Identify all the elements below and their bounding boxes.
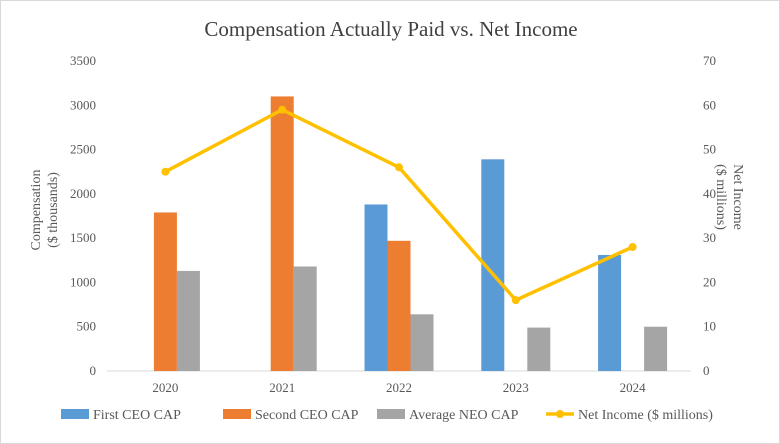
right-tick-label: 70 xyxy=(703,53,716,68)
bar-average-neo-cap-2022 xyxy=(410,314,434,371)
left-tick-label: 1500 xyxy=(70,230,96,245)
x-tick-label: 2023 xyxy=(503,380,529,395)
right-axis-ticks: 0 10 20 30 40 50 60 70 xyxy=(703,53,716,378)
right-tick-label: 30 xyxy=(703,230,716,245)
left-axis-title-line2: ($ thousands) xyxy=(46,172,61,248)
left-tick-label: 500 xyxy=(77,319,97,334)
left-axis-ticks: 0 500 1000 1500 2000 2500 3000 3500 xyxy=(70,53,96,378)
net-income-point-2023 xyxy=(511,296,520,305)
bars-group xyxy=(153,96,668,371)
legend-label-0: First CEO CAP xyxy=(93,408,181,423)
left-tick-label: 1000 xyxy=(70,274,96,289)
net-income-point-2020 xyxy=(161,167,170,176)
left-tick-label: 3500 xyxy=(70,53,96,68)
right-axis-title-line1: Net Income xyxy=(730,164,745,230)
left-tick-label: 0 xyxy=(90,363,97,378)
left-tick-label: 2500 xyxy=(70,142,96,157)
right-axis-title-line2: ($ millions) xyxy=(713,164,728,230)
left-axis-title-line1: Compensation xyxy=(29,170,44,251)
right-tick-label: 0 xyxy=(703,363,710,378)
legend-swatch-0 xyxy=(61,409,89,419)
net-income-point-2024 xyxy=(628,243,637,251)
right-tick-label: 10 xyxy=(703,319,716,334)
left-tick-label: 3000 xyxy=(70,97,96,112)
bar-average-neo-cap-2020 xyxy=(176,270,200,371)
x-tick-label: 2020 xyxy=(152,380,178,395)
bar-second-ceo-cap-2021 xyxy=(270,96,294,371)
left-tick-label: 2000 xyxy=(70,186,96,201)
left-axis-title: Compensation ($ thousands) xyxy=(29,170,61,251)
right-tick-label: 40 xyxy=(703,186,716,201)
bar-second-ceo-cap-2022 xyxy=(387,240,411,371)
right-axis-title: Net Income ($ millions) xyxy=(713,164,745,230)
bar-average-neo-cap-2021 xyxy=(293,266,317,371)
right-tick-label: 20 xyxy=(703,274,716,289)
net-income-point-2022 xyxy=(395,163,403,172)
bar-average-neo-cap-2024 xyxy=(644,326,668,371)
bar-first-ceo-cap-2023 xyxy=(481,159,505,371)
x-tick-label: 2022 xyxy=(386,380,412,395)
legend: First CEO CAP Second CEO CAP Average NEO C… xyxy=(61,408,713,423)
legend-swatch-marker xyxy=(556,410,564,418)
bar-second-ceo-cap-2020 xyxy=(153,212,177,371)
legend-swatch-2 xyxy=(377,409,405,419)
bar-first-ceo-cap-2024 xyxy=(598,254,622,371)
x-tick-label: 2021 xyxy=(269,380,295,395)
legend-label-3: Net Income ($ millions) xyxy=(578,408,713,423)
legend-label-2: Average NEO CAP xyxy=(409,408,519,423)
legend-swatch-1 xyxy=(223,409,251,419)
bar-first-ceo-cap-2022 xyxy=(364,204,388,371)
right-tick-label: 50 xyxy=(703,142,716,157)
x-axis-ticks: 2020 2021 2022 2023 2024 xyxy=(152,380,646,395)
chart-title: Compensation Actually Paid vs. Net Incom… xyxy=(204,17,577,41)
bar-average-neo-cap-2023 xyxy=(527,327,551,371)
right-tick-label: 60 xyxy=(703,97,716,112)
x-tick-label: 2024 xyxy=(620,380,647,395)
net-income-point-2021 xyxy=(278,105,287,114)
net-income-line-group xyxy=(161,105,637,305)
legend-label-1: Second CEO CAP xyxy=(255,408,359,423)
